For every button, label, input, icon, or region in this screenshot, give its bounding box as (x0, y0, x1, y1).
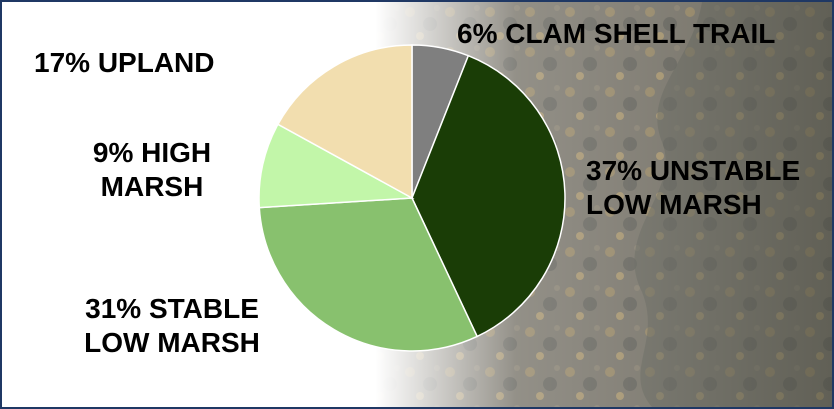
label-high-marsh-line-1: 9% HIGH (92, 137, 212, 168)
label-high-marsh: 9% HIGH MARSH (72, 136, 232, 204)
pie-slice-3 (258, 123, 415, 209)
label-clam-shell-trail-line-1: 6% CLAM SHELL TRAIL (457, 18, 776, 49)
label-stable-low-marsh-line-1: 31% STABLE (85, 293, 259, 324)
label-high-marsh-line-2: MARSH (100, 171, 204, 202)
pie-slice-2 (258, 197, 479, 352)
pie-slice-4 (276, 44, 413, 200)
label-upland: 17% UPLAND (34, 46, 214, 80)
label-clam-shell-trail: 6% CLAM SHELL TRAIL (457, 17, 775, 51)
label-upland-line-1: 17% UPLAND (34, 47, 215, 78)
label-unstable-low-marsh-line-2: LOW MARSH (586, 189, 762, 220)
label-unstable-low-marsh: 37% UNSTABLE LOW MARSH (586, 154, 800, 222)
label-stable-low-marsh-line-2: LOW MARSH (84, 327, 260, 358)
label-unstable-low-marsh-line-1: 37% UNSTABLE (586, 155, 801, 186)
label-stable-low-marsh: 31% STABLE LOW MARSH (72, 292, 272, 360)
pie-slice-1 (411, 54, 566, 338)
